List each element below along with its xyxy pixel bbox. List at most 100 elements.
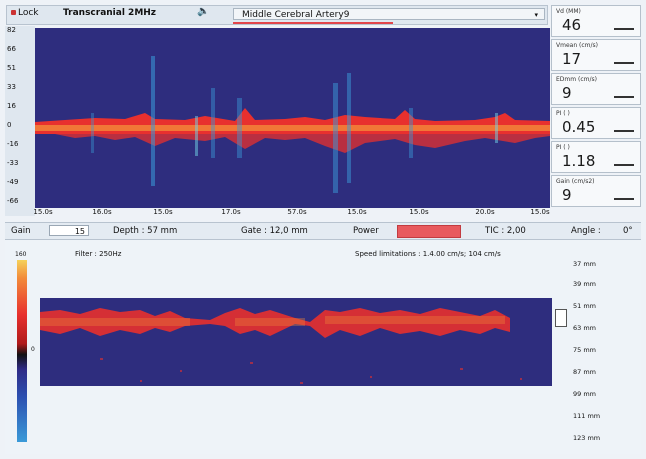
time-tick: 15.0s (153, 208, 173, 216)
velocity-tick: 51 (7, 64, 16, 72)
power-slider[interactable] (397, 225, 461, 238)
time-tick: 15.0s (33, 208, 53, 216)
param-value: 46 (562, 16, 582, 34)
time-tick: 17.0s (221, 208, 241, 216)
param-box[interactable]: Vmean (cm/s) 17 (551, 39, 641, 71)
signal-band (40, 308, 510, 338)
param-value: 1.18 (562, 152, 596, 170)
velocity-tick: -33 (7, 159, 19, 167)
angle-value[interactable]: 0° (623, 226, 633, 236)
time-axis: 15.0s 16.0s 15.0s 17.0s 57.0s 15.0s 15.0… (33, 208, 550, 218)
gate-readout[interactable]: Gate : 12,0 mm (241, 226, 308, 236)
speaker-icon[interactable]: 🔈 (197, 6, 210, 17)
flow-core (35, 125, 550, 131)
artifact-spike (211, 88, 215, 158)
colorbar-max: 160 (15, 251, 27, 258)
reverse-flow-envelope (55, 134, 550, 153)
depth-tick: 123 mm (573, 434, 601, 442)
velocity-tick: 33 (7, 83, 16, 91)
param-value: 17 (562, 50, 582, 68)
velocity-tick: 82 (7, 26, 16, 34)
artifact-spike (195, 116, 198, 156)
artifact-spike (151, 56, 155, 186)
param-value: 9 (562, 84, 572, 102)
param-label: PI ( ) (556, 144, 570, 151)
param-label: PI ( ) (556, 110, 570, 117)
param-value: 9 (562, 186, 572, 204)
time-tick: 15.0s (530, 208, 550, 216)
trend-icon (614, 130, 634, 132)
param-value: 0.45 (562, 118, 596, 136)
param-box[interactable]: Gain (cm/s2) 9 (551, 175, 641, 207)
depth-tick: 75 mm (573, 346, 597, 354)
time-tick: 15.0s (409, 208, 429, 216)
doppler-spectrum[interactable] (35, 28, 550, 208)
param-box[interactable]: PI ( ) 0.45 (551, 107, 641, 139)
signal-core (40, 318, 190, 326)
chevron-down-icon: ▾ (534, 11, 538, 19)
mmode-panel: 160 0 Filter : 250Hz Speed limitations :… (5, 240, 641, 454)
depth-tick: 51 mm (573, 302, 597, 310)
sample-gate-marker[interactable] (555, 309, 567, 327)
param-box[interactable]: EDmm (cm/s) 9 (551, 73, 641, 105)
tic-readout: TIC : 2,00 (485, 226, 526, 236)
velocity-tick: -16 (7, 140, 19, 148)
signal-core (325, 316, 505, 324)
artifact-spike (237, 98, 242, 158)
spectrum-svg (35, 56, 550, 193)
depth-tick: 37 mm (573, 260, 597, 268)
param-box[interactable]: Vd (MM) 46 (551, 5, 641, 37)
vessel-indicator (233, 22, 393, 24)
top-bar: Lock Transcranial 2MHz 🔈 Middle Cerebral… (6, 5, 548, 25)
velocity-tick: 16 (7, 102, 16, 110)
param-label: Vd (MM) (556, 8, 581, 15)
time-tick: 16.0s (92, 208, 112, 216)
vessel-name: Middle Cerebral Artery9 (242, 10, 350, 20)
trend-icon (614, 164, 634, 166)
gain-input[interactable]: 15 (49, 225, 89, 236)
depth-tick: 63 mm (573, 324, 597, 332)
velocity-tick: -66 (7, 197, 19, 205)
gain-label: Gain (11, 226, 31, 236)
time-tick: 57.0s (287, 208, 307, 216)
depth-readout[interactable]: Depth : 57 mm (113, 226, 178, 236)
trend-icon (614, 96, 634, 98)
artifact-spike (91, 113, 94, 153)
depth-tick: 39 mm (573, 280, 597, 288)
lock-label: Lock (18, 8, 39, 18)
parameter-panel: Vd (MM) 46 Vmean (cm/s) 17 EDmm (cm/s) 9… (551, 5, 641, 210)
param-label: Gain (cm/s2) (556, 178, 595, 185)
noise-dots (100, 358, 522, 384)
param-label: Vmean (cm/s) (556, 42, 598, 49)
control-bar: Gain 15 Depth : 57 mm Gate : 12,0 mm Pow… (5, 222, 641, 240)
depth-tick: 99 mm (573, 390, 597, 398)
artifact-spike (495, 113, 498, 143)
lock-button[interactable]: Lock (11, 8, 39, 18)
vessel-select[interactable]: Middle Cerebral Artery9 ▾ (233, 8, 545, 20)
param-label: EDmm (cm/s) (556, 76, 597, 83)
power-mmode-display[interactable] (40, 298, 552, 386)
velocity-tick: 0 (7, 121, 12, 129)
power-label: Power (353, 226, 379, 236)
param-box[interactable]: PI ( ) 1.18 (551, 141, 641, 173)
time-tick: 15.0s (347, 208, 367, 216)
artifact-spike (333, 83, 338, 193)
trend-icon (614, 28, 634, 30)
filter-readout: Filter : 250Hz (75, 250, 122, 258)
signal-core (235, 318, 305, 326)
spectrum-area: 82 66 51 33 16 0 -16 -33 -49 -66 (5, 26, 550, 216)
depth-tick: 87 mm (573, 368, 597, 376)
artifact-spike (409, 108, 413, 158)
artifact-spike (347, 73, 351, 183)
color-scale-bar (17, 260, 27, 442)
velocity-axis: 82 66 51 33 16 0 -16 -33 -49 -66 (5, 26, 35, 216)
trend-icon (614, 62, 634, 64)
mmode-svg (40, 308, 522, 384)
time-tick: 20.0s (475, 208, 495, 216)
trend-icon (614, 198, 634, 200)
lock-icon (11, 10, 16, 15)
velocity-tick: -49 (7, 178, 19, 186)
angle-label: Angle : (571, 226, 601, 236)
colorbar-zero: 0 (31, 346, 35, 353)
